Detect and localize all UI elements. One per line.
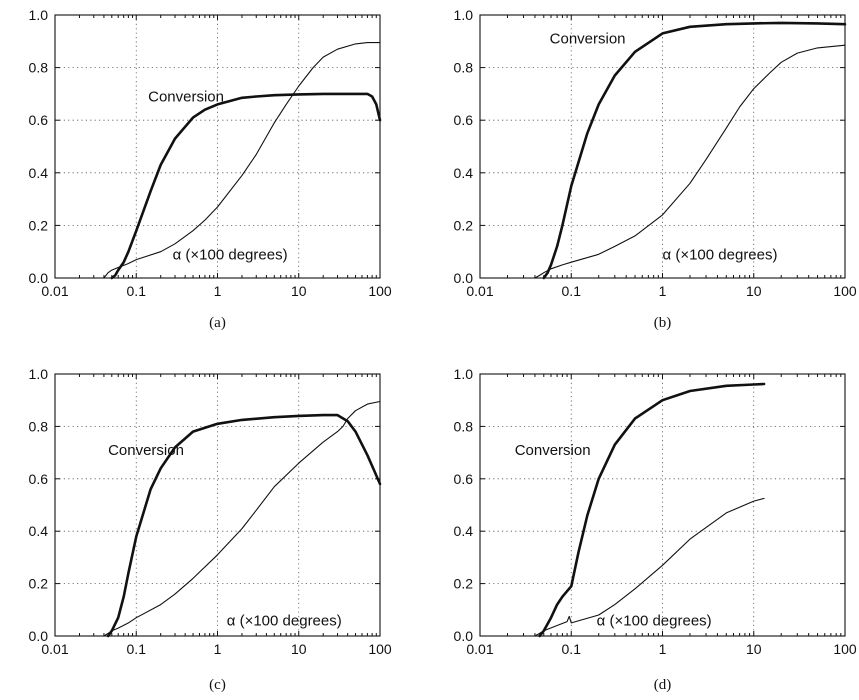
y-tick-label: 1.0: [29, 7, 49, 23]
x-tick-label: 0.1: [127, 283, 147, 299]
x-tick-label: 10: [291, 641, 307, 657]
series-line-alpha: [103, 42, 381, 279]
y-tick-label: 0.0: [29, 270, 49, 286]
series-label: Conversion: [550, 31, 626, 48]
y-tick-label: 1.0: [454, 366, 474, 382]
y-tick-label: 0.2: [29, 576, 49, 592]
series-label: α (×100 degrees): [227, 612, 342, 629]
x-tick-label: 10: [746, 283, 762, 299]
y-tick-label: 0.8: [454, 418, 474, 434]
y-tick-label: 0.4: [29, 165, 49, 181]
series-line-alpha: [534, 44, 846, 279]
panel-b: 0.01 0.1 1 10 100 0.0 0.2 0.4 0.6 0.8 1.0 Conversio…: [454, 7, 857, 331]
series-line-alpha: [534, 497, 765, 637]
panel-caption: (c): [209, 677, 226, 693]
series-line-conversion: [538, 382, 766, 638]
x-tick-label: 0.01: [466, 283, 493, 299]
plot-frame: [54, 14, 381, 279]
series-label: α (×100 degrees): [663, 246, 778, 263]
y-tick-label: 0.2: [454, 576, 474, 592]
y-tick-label: 0.2: [454, 217, 474, 233]
x-tick-label: 100: [833, 283, 857, 299]
x-tick-label: 10: [746, 641, 762, 657]
x-tick-label: 0.1: [562, 283, 582, 299]
plot-frame: [54, 373, 381, 637]
x-tick-label: 1: [659, 283, 667, 299]
y-tick-label: 0.6: [29, 471, 49, 487]
series-line-conversion: [106, 413, 382, 638]
y-tick-label: 0.8: [454, 60, 474, 76]
x-tick-label: 0.1: [127, 641, 147, 657]
series-line-alpha: [103, 400, 381, 637]
y-tick-label: 1.0: [454, 7, 474, 23]
y-tick-label: 0.6: [454, 471, 474, 487]
y-tick-label: 1.0: [29, 366, 49, 382]
panel-d: 0.01 0.1 1 10 100 0.0 0.2 0.4 0.6 0.8 1.0 Conversio…: [454, 366, 857, 693]
series-label: α (×100 degrees): [173, 246, 288, 263]
y-tick-label: 0.6: [29, 112, 49, 128]
y-tick-label: 0.4: [454, 165, 474, 181]
plot-frame: [479, 14, 846, 279]
series-label: Conversion: [148, 89, 224, 106]
x-tick-label: 1: [659, 641, 667, 657]
series-line-conversion: [110, 92, 382, 280]
series-label: Conversion: [108, 442, 184, 459]
panel-c: 0.01 0.1 1 10 100 0.0 0.2 0.4 0.6 0.8 1.0 Conversio…: [29, 366, 392, 693]
x-tick-label: 0.01: [41, 283, 68, 299]
x-tick-label: 0.01: [41, 641, 68, 657]
y-tick-label: 0.8: [29, 418, 49, 434]
panel-caption: (b): [654, 315, 672, 331]
y-tick-label: 0.0: [29, 628, 49, 644]
y-tick-label: 0.2: [29, 217, 49, 233]
plot-frame: [479, 373, 846, 637]
series-label: Conversion: [515, 442, 591, 459]
series-label: α (×100 degrees): [597, 612, 712, 629]
y-tick-label: 0.0: [454, 628, 474, 644]
panel-a: 0.01 0.1 1 10 100 0.0 0.2 0.4 0.6 0.8 1.0 Conversio…: [29, 7, 392, 331]
series-line-conversion: [542, 21, 847, 280]
y-tick-label: 0.4: [29, 523, 49, 539]
y-tick-label: 0.4: [454, 523, 474, 539]
x-tick-label: 10: [291, 283, 307, 299]
y-tick-label: 0.6: [454, 112, 474, 128]
x-tick-label: 0.01: [466, 641, 493, 657]
x-tick-label: 0.1: [562, 641, 582, 657]
y-tick-label: 0.0: [454, 270, 474, 286]
x-tick-label: 100: [368, 641, 392, 657]
panel-caption: (a): [209, 315, 226, 331]
y-tick-label: 0.8: [29, 60, 49, 76]
panel-caption: (d): [654, 677, 672, 693]
x-tick-label: 100: [833, 641, 857, 657]
x-tick-label: 1: [214, 641, 222, 657]
x-tick-label: 100: [368, 283, 392, 299]
x-tick-label: 1: [214, 283, 222, 299]
